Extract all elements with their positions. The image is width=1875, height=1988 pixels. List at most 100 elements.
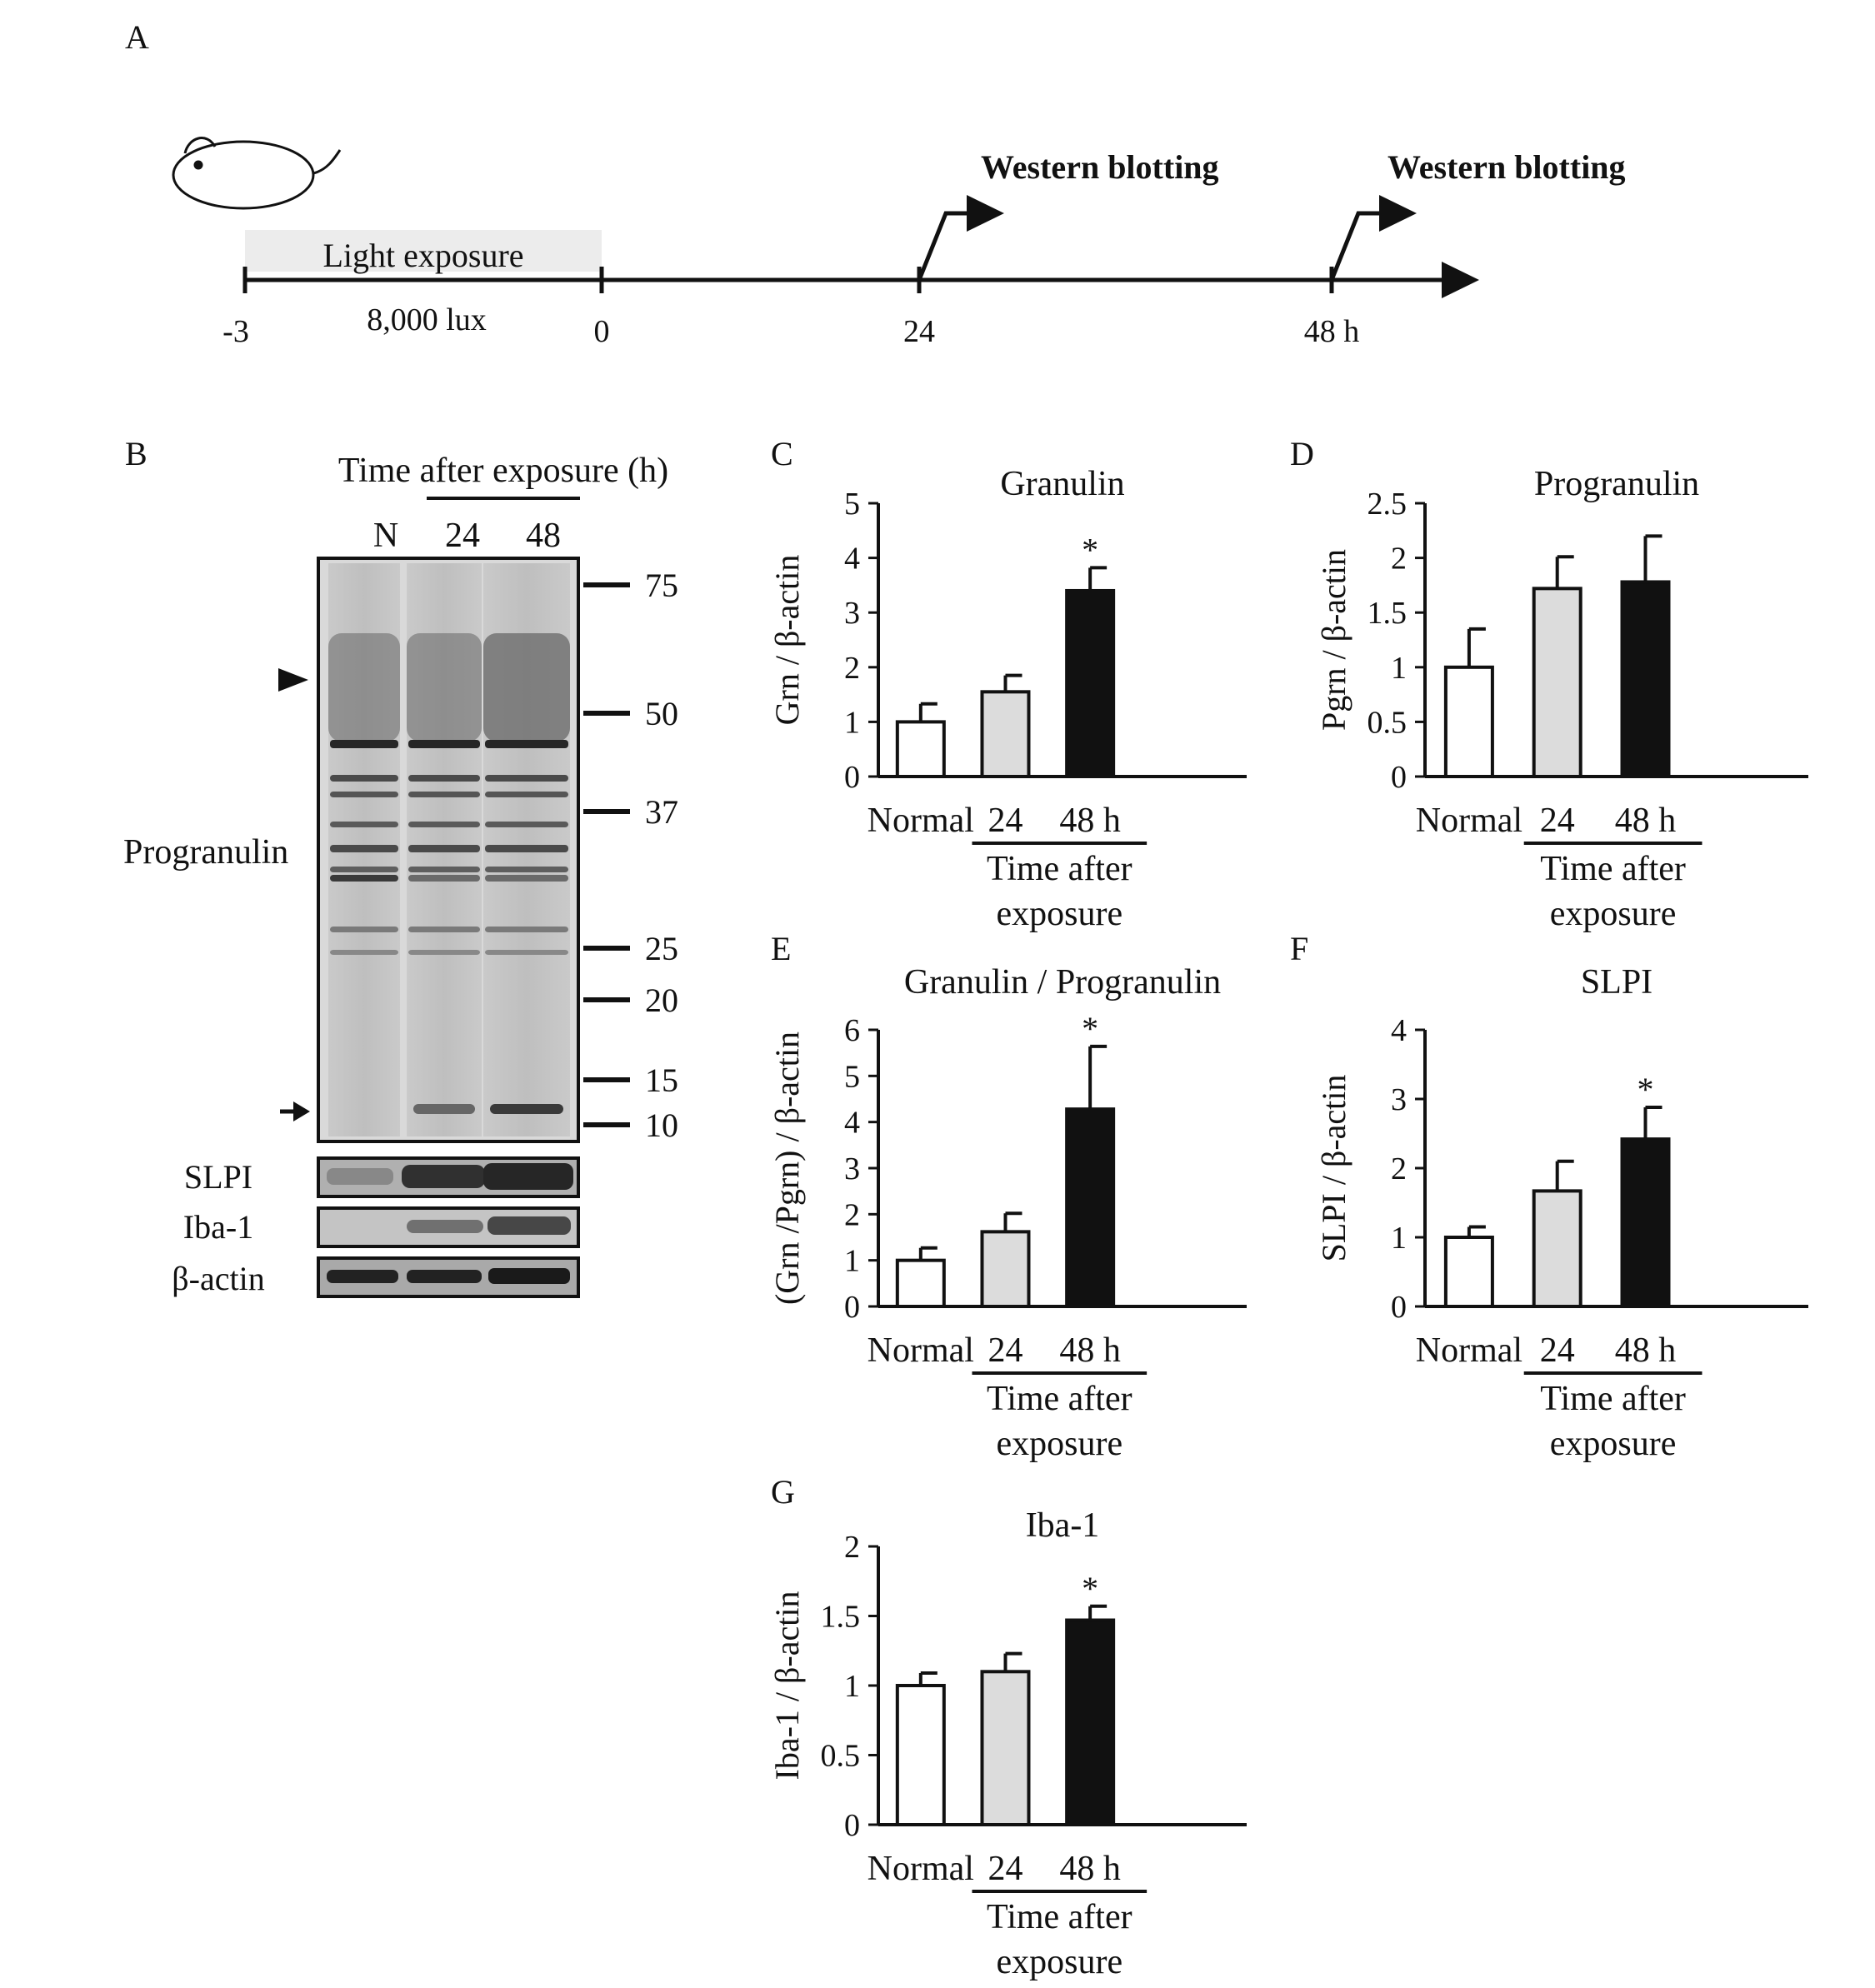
category-label: 24 (988, 802, 1022, 840)
y-axis-label: Grn / β-actin (768, 555, 806, 726)
y-tick-label: 3 (844, 596, 860, 631)
blot-band (408, 822, 480, 827)
panel-b-blot: B Time after exposure (h) N 24 48 Progra… (123, 435, 678, 1298)
panel-label: G (771, 1473, 795, 1511)
mouse-icon (172, 137, 342, 210)
chart-title: Granulin (1000, 465, 1124, 503)
chart-panel-f: F SLPI 0 1 2 3 4 SLPI / β-actin Normal 24 * 48 h Tim… (1290, 930, 1808, 1463)
blot-lanes (328, 563, 570, 1136)
blot-band (485, 740, 568, 748)
group-label: exposure (997, 1425, 1123, 1463)
y-tick-label: 2 (844, 1197, 860, 1232)
bar (980, 690, 1031, 779)
western-blot-arrow-48 (1329, 195, 1417, 281)
lane-label-24: 24 (445, 517, 480, 555)
category-label: Normal (1416, 802, 1522, 840)
category-label: 48 h (1615, 802, 1677, 840)
lane-label-n: N (373, 517, 398, 555)
timeline-tick-label-minus3: -3 (222, 314, 249, 349)
y-tick-label: 1 (1391, 651, 1407, 686)
chart-title: Iba-1 (1026, 1506, 1100, 1545)
y-tick-label: 1 (844, 1669, 860, 1704)
y-tick-label: 4 (844, 542, 860, 577)
blot-band (485, 875, 568, 882)
category-label: 48 h (1059, 1850, 1121, 1888)
blot-band (330, 845, 398, 852)
blot-band (408, 950, 480, 955)
group-label: Time after (987, 1898, 1132, 1936)
bar (1620, 1137, 1671, 1309)
y-tick-label: 2 (844, 651, 860, 686)
y-tick-label: 0 (1391, 1290, 1407, 1325)
bar (1065, 588, 1116, 779)
western-blot-label-48: Western blotting (1388, 148, 1626, 186)
chart-panel-g: G Iba-1 0 0.5 1 1.5 2 Iba-1 / β-actin Normal 24 * 4… (768, 1473, 1247, 1981)
blot-band (330, 867, 398, 872)
blot-band (485, 845, 568, 852)
significance-marker: * (1082, 531, 1098, 568)
y-tick-label: 1.5 (821, 1600, 861, 1635)
blot-band (485, 775, 568, 782)
panel-a-timeline: A Light exposure -3 8,000 lux 0 24 48 h (125, 18, 1626, 349)
y-axis-label: Pgrn / β-actin (1315, 549, 1352, 731)
blot-band (330, 950, 398, 955)
blot-band (408, 792, 480, 797)
y-tick-label: 5 (844, 1059, 860, 1094)
y-tick-label: 0 (844, 1808, 860, 1843)
bar (1443, 1236, 1494, 1308)
significance-marker: * (1082, 1570, 1098, 1607)
category-label: Normal (1416, 1331, 1522, 1370)
blot-band (330, 927, 398, 932)
pgrn-band-arrowhead (278, 668, 308, 692)
bar (980, 1230, 1031, 1308)
blot-band (408, 867, 480, 872)
blot-band (485, 950, 568, 955)
y-tick-label: 1 (1391, 1221, 1407, 1256)
mw-marker-label: 37 (645, 793, 678, 831)
category-label: 48 h (1059, 802, 1121, 840)
y-tick-label: 0.5 (1368, 705, 1408, 740)
y-tick-label: 0 (1391, 760, 1407, 795)
chart-panel-c: C Granulin 0 1 2 3 4 5 Grn / β-actin Normal 24 * 48 … (768, 435, 1247, 933)
mw-marker-label: 75 (645, 567, 678, 604)
group-label: exposure (997, 895, 1123, 933)
blot-band (408, 740, 480, 748)
blot-band (485, 822, 568, 827)
blot-band (330, 822, 398, 827)
blot-band (485, 792, 568, 797)
progranulin-blot-label: Progranulin (123, 833, 288, 872)
bar (980, 1670, 1031, 1827)
blot-band (330, 775, 398, 782)
granulin-band (413, 1104, 475, 1114)
light-exposure-box (245, 230, 602, 272)
blot-band (408, 775, 480, 782)
mw-marker-label: 25 (645, 930, 678, 967)
y-tick-label: 2 (1391, 1151, 1407, 1186)
bar (895, 1258, 946, 1308)
chart-title: Granulin / Progranulin (904, 963, 1221, 1001)
mw-marker-label: 50 (645, 695, 678, 732)
blot-smear (328, 633, 400, 742)
timeline-arrowhead (1442, 262, 1479, 298)
category-label: 24 (988, 1850, 1022, 1888)
y-tick-label: 4 (1391, 1013, 1407, 1048)
blot-smear (483, 633, 570, 742)
bar (1532, 587, 1582, 778)
category-label: 48 h (1059, 1331, 1121, 1370)
group-label: Time after (1540, 850, 1686, 888)
y-tick-label: 4 (844, 1106, 860, 1141)
mw-markers: 75 50 37 25 20 15 10 (583, 567, 678, 1144)
panel-label: D (1290, 435, 1314, 472)
category-label: 24 (1540, 1331, 1575, 1370)
y-tick-label: 1 (844, 1244, 860, 1279)
panel-label: F (1290, 930, 1308, 967)
bar (1620, 580, 1671, 778)
slpi-blot-label: SLPI (184, 1158, 252, 1196)
chart-title: SLPI (1581, 963, 1652, 1001)
y-tick-label: 5 (844, 487, 860, 522)
chart-title: Progranulin (1534, 465, 1699, 503)
iba1-blot (317, 1206, 580, 1248)
panel-label: E (771, 930, 791, 967)
blot-band (330, 875, 398, 882)
group-label: Time after (1540, 1380, 1686, 1418)
